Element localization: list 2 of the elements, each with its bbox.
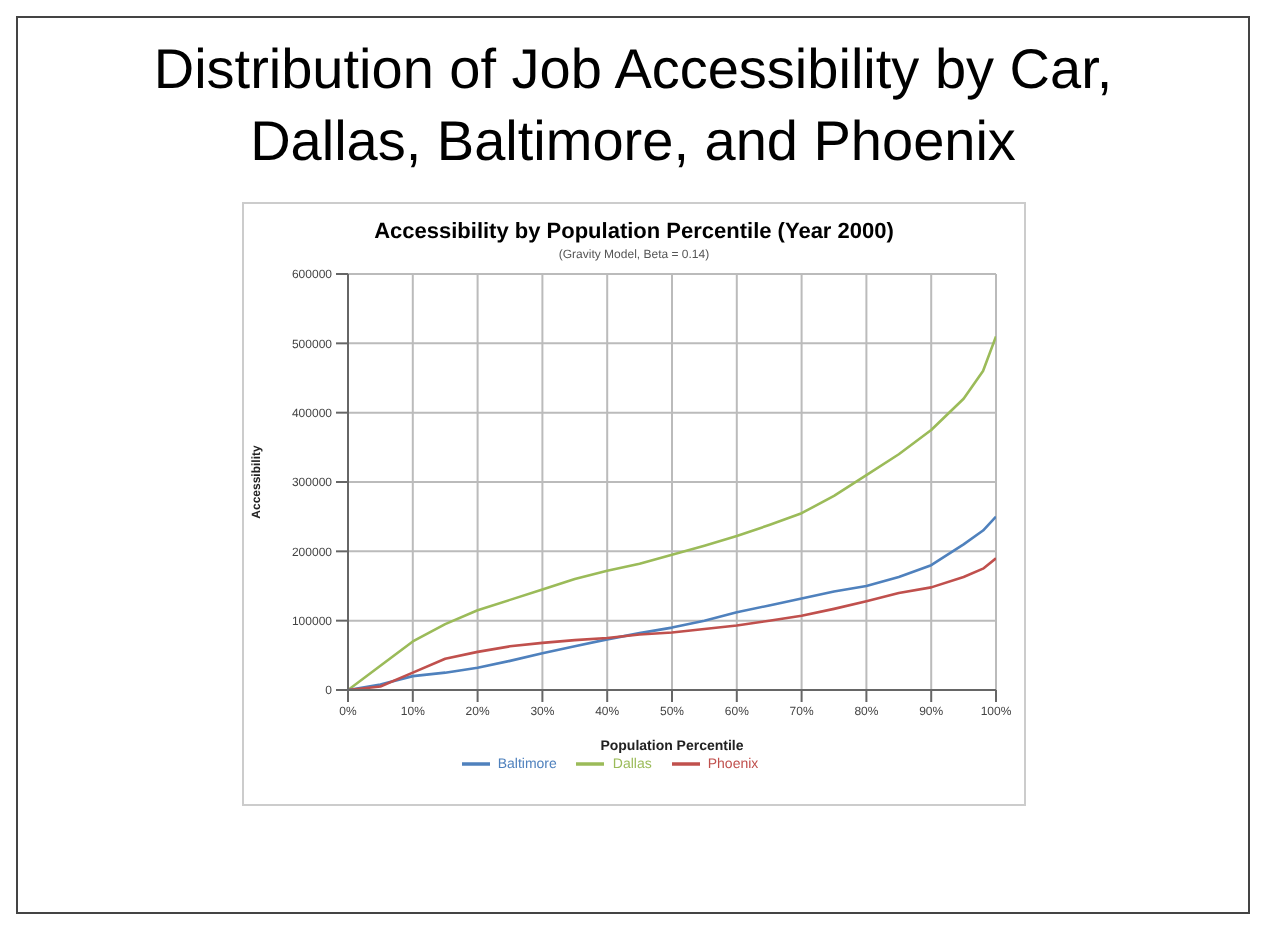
chart-title: Distribution of Job Accessibility by Car, Dallas, Baltimore, and Phoenix bbox=[151, 36, 1115, 176]
chart-subtitle: Accessibility by Population Percentile (Year 2000) bbox=[372, 220, 896, 244]
